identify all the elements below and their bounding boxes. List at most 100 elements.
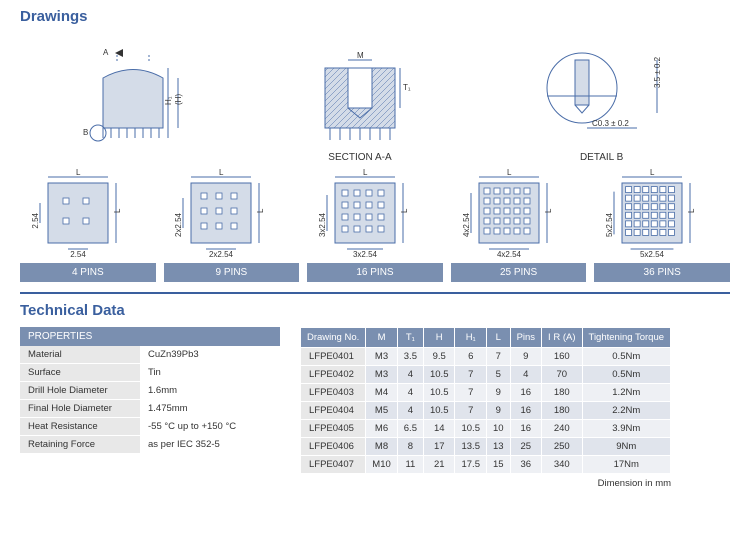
prop-value: CuZn39Pb3	[140, 346, 280, 364]
table-cell: 1.2Nm	[582, 384, 671, 402]
table-cell: 250	[542, 438, 582, 456]
table-row: LFPE0401M33.59.56791600.5Nm	[301, 348, 671, 366]
pin-svg: L L 3x2.54 3x2.54	[315, 169, 435, 259]
svg-text:L: L	[363, 169, 368, 177]
table-cell: 16	[510, 384, 541, 402]
table-cell: 25	[510, 438, 541, 456]
pin-label: 4 PINS	[20, 263, 156, 282]
property-row: SurfaceTin	[20, 364, 280, 382]
data-table-wrapper: Drawing No.MT₁HH₁LPinsI R (A)Tightening …	[300, 327, 671, 489]
prop-label: Surface	[20, 364, 140, 382]
table-cell: 9	[486, 384, 510, 402]
table-cell: 10.5	[423, 366, 455, 384]
table-cell: 17.5	[455, 456, 487, 474]
table-cell: 11	[397, 456, 423, 474]
table-cell: 5	[486, 366, 510, 384]
detail-svg: 3.5 ± 0.2 C0.3 ± 0.2	[527, 48, 677, 148]
table-header: I R (A)	[542, 328, 582, 348]
pin-svg: L L 4x2.54 4x2.54	[459, 169, 579, 259]
pin-svg: L L 2.54 2.54	[28, 169, 148, 259]
pin-svg: L L 2x2.54 2x2.54	[171, 169, 291, 259]
dim-m: M	[357, 51, 364, 60]
table-cell: 10.5	[455, 420, 487, 438]
table-header: Pins	[510, 328, 541, 348]
dim-c03: C0.3 ± 0.2	[592, 119, 629, 128]
detail-label: DETAIL B	[580, 152, 623, 163]
drawings-title: Drawings	[20, 8, 730, 25]
svg-text:4x2.54: 4x2.54	[497, 250, 522, 259]
table-cell: 70	[542, 366, 582, 384]
pin-svg: L L 5x2.54 5x2.54	[602, 169, 722, 259]
table-header: H₁	[455, 328, 487, 348]
tech-data-section: PROPERTIES MaterialCuZn39Pb3SurfaceTinDr…	[20, 327, 730, 489]
svg-text:3x2.54: 3x2.54	[353, 250, 378, 259]
table-cell: 0.5Nm	[582, 366, 671, 384]
svg-text:3x2.54: 3x2.54	[318, 212, 327, 237]
table-cell: 16	[510, 420, 541, 438]
table-row: LFPE0406M881713.513252509Nm	[301, 438, 671, 456]
table-cell: 240	[542, 420, 582, 438]
svg-text:L: L	[544, 208, 553, 213]
svg-text:L: L	[687, 208, 696, 213]
table-cell: 7	[486, 348, 510, 366]
prop-value: Tin	[140, 364, 280, 382]
divider	[20, 292, 730, 294]
pin-label: 36 PINS	[594, 263, 730, 282]
property-row: Heat Resistance-55 °C up to +150 °C	[20, 418, 280, 436]
table-cell: 7	[455, 384, 487, 402]
property-row: Drill Hole Diameter1.6mm	[20, 382, 280, 400]
svg-text:2x2.54: 2x2.54	[174, 212, 183, 237]
prop-value: 1.475mm	[140, 400, 280, 418]
detail-drawing: 3.5 ± 0.2 C0.3 ± 0.2 DETAIL B	[527, 48, 677, 163]
prop-value: -55 °C up to +150 °C	[140, 418, 280, 436]
drawings-top-row: A B H₁ (H) M T₁ SECTIO	[20, 33, 730, 163]
table-cell: 7	[455, 402, 487, 420]
data-table: Drawing No.MT₁HH₁LPinsI R (A)Tightening …	[300, 327, 671, 474]
pin-variant: L L 5x2.54 5x2.54 36 PINS	[594, 169, 730, 282]
table-cell: 36	[510, 456, 541, 474]
dim-35: 3.5 ± 0.2	[653, 56, 662, 88]
table-cell: 21	[423, 456, 455, 474]
table-cell: 14	[423, 420, 455, 438]
table-cell: 9Nm	[582, 438, 671, 456]
table-cell: 8	[397, 438, 423, 456]
table-cell: M3	[366, 366, 397, 384]
table-cell: 180	[542, 384, 582, 402]
pin-variant: L L 2x2.54 2x2.54 9 PINS	[164, 169, 300, 282]
svg-text:L: L	[400, 208, 409, 213]
table-cell: LFPE0401	[301, 348, 366, 366]
table-cell: 3.9Nm	[582, 420, 671, 438]
svg-text:L: L	[650, 169, 655, 177]
table-row: LFPE0402M3410.5754700.5Nm	[301, 366, 671, 384]
table-cell: M8	[366, 438, 397, 456]
property-row: MaterialCuZn39Pb3	[20, 346, 280, 364]
table-header: H	[423, 328, 455, 348]
property-row: Final Hole Diameter1.475mm	[20, 400, 280, 418]
dim-t: T₁	[403, 83, 411, 92]
table-cell: M6	[366, 420, 397, 438]
table-cell: 4	[397, 402, 423, 420]
table-cell: 17Nm	[582, 456, 671, 474]
table-cell: 9	[486, 402, 510, 420]
dim-h1: H₁	[164, 96, 173, 105]
svg-text:2.54: 2.54	[31, 212, 40, 228]
table-cell: 2.2Nm	[582, 402, 671, 420]
section-drawing: M T₁ SECTION A-A	[300, 48, 420, 163]
svg-text:L: L	[256, 208, 265, 213]
section-svg: M T₁	[300, 48, 420, 148]
pin-variant: L L 2.54 2.54 4 PINS	[20, 169, 156, 282]
table-cell: 13	[486, 438, 510, 456]
svg-text:2.54: 2.54	[70, 250, 86, 259]
table-cell: 17	[423, 438, 455, 456]
svg-text:2x2.54: 2x2.54	[209, 250, 234, 259]
table-header: T₁	[397, 328, 423, 348]
section-label: SECTION A-A	[328, 152, 391, 163]
svg-text:L: L	[76, 169, 81, 177]
label-a-top: A	[103, 48, 109, 57]
prop-label: Retaining Force	[20, 436, 140, 454]
prop-label: Final Hole Diameter	[20, 400, 140, 418]
svg-text:L: L	[113, 208, 122, 213]
table-cell: 340	[542, 456, 582, 474]
prop-value: as per IEC 352-5	[140, 436, 280, 454]
table-cell: LFPE0404	[301, 402, 366, 420]
